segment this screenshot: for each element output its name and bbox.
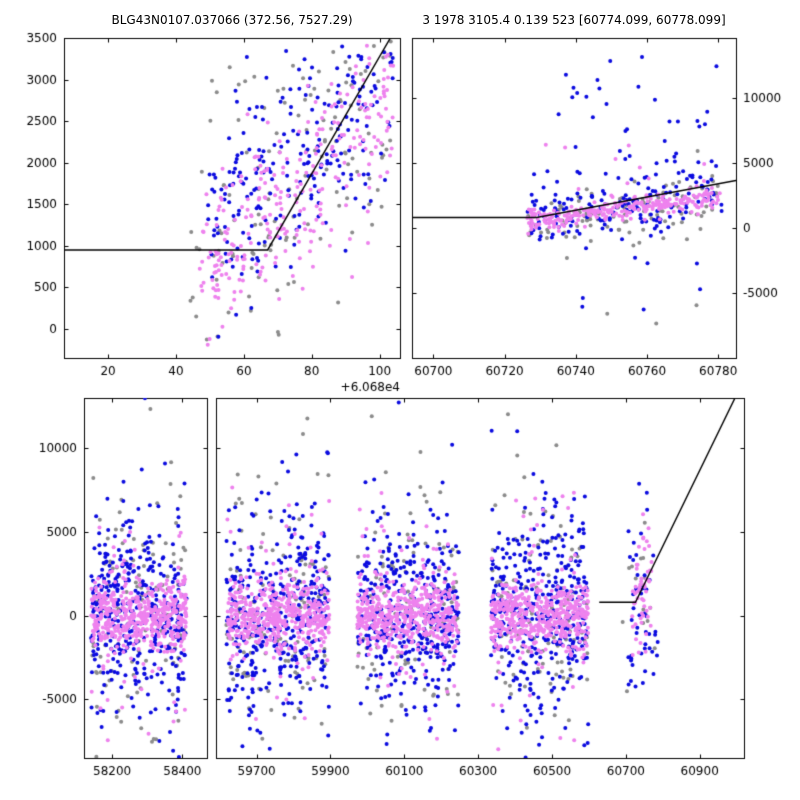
panel-title-right: 3 1978 3105.4 0.139 523 [60774.099, 6077… bbox=[422, 13, 726, 27]
panel-title-left: BLG43N0107.037066 (372.56, 7527.29) bbox=[111, 13, 353, 27]
